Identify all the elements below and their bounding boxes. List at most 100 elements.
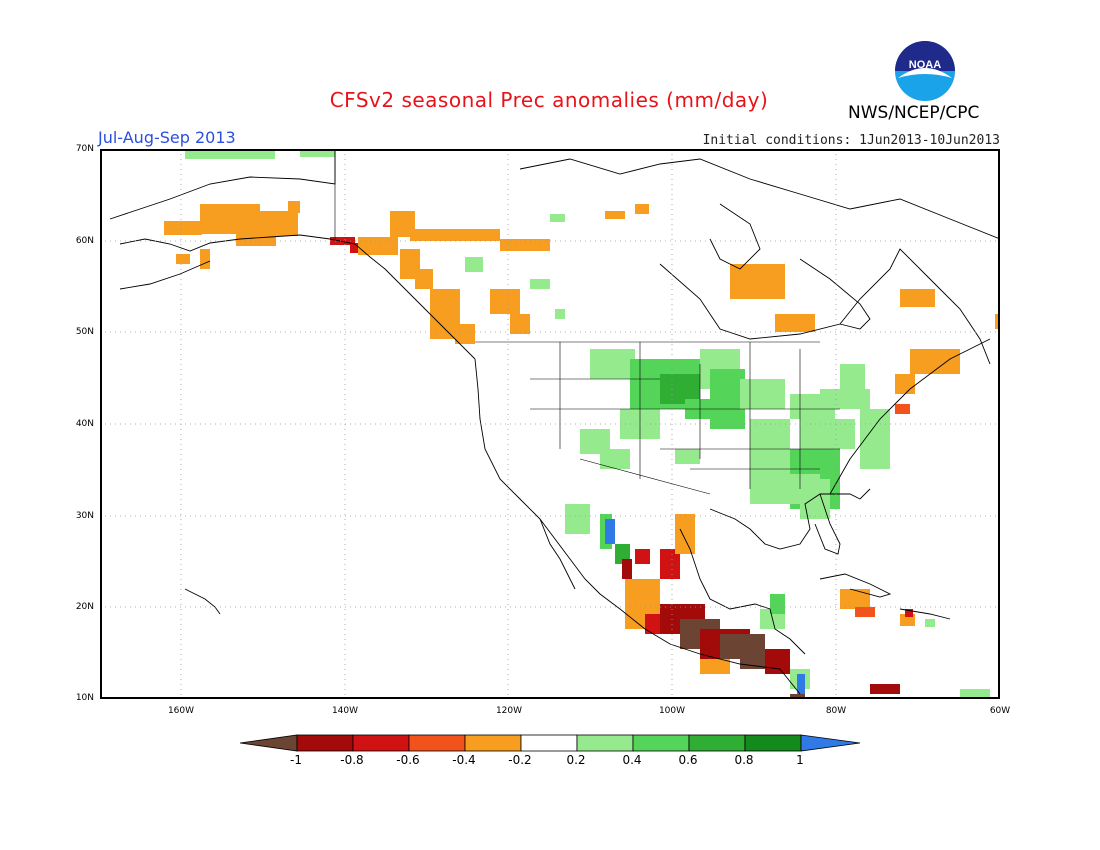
anomaly-cell bbox=[200, 204, 260, 234]
anomaly-cell bbox=[675, 514, 695, 554]
anomaly-cell bbox=[510, 314, 530, 334]
coastline bbox=[519, 158, 1000, 240]
anomaly-cell bbox=[700, 659, 730, 674]
coastline bbox=[539, 518, 801, 695]
anomaly-cell bbox=[710, 369, 745, 429]
coastline bbox=[109, 149, 336, 220]
coastline bbox=[709, 488, 871, 550]
lon-label-160w: 160W bbox=[167, 706, 195, 716]
anomaly-cell bbox=[870, 684, 900, 694]
colorbar-tick: -1 bbox=[290, 753, 302, 767]
anomaly-cell bbox=[660, 549, 680, 579]
anomaly-cell bbox=[840, 364, 865, 389]
anomaly-cell bbox=[455, 324, 475, 344]
anomaly-cell bbox=[555, 309, 565, 319]
anomaly-cell bbox=[895, 404, 910, 414]
anomaly-cell bbox=[600, 449, 630, 469]
lat-label-10n: 10N bbox=[75, 693, 94, 703]
lon-label-120w: 120W bbox=[495, 706, 523, 716]
anomaly-cell bbox=[490, 289, 520, 314]
anomaly-cell bbox=[565, 504, 590, 534]
lon-label-100w: 100W bbox=[658, 706, 686, 716]
lon-label-140w: 140W bbox=[331, 706, 359, 716]
coastline bbox=[474, 358, 541, 520]
anomaly-cell bbox=[176, 254, 190, 264]
colorbar-tick: -0.2 bbox=[508, 753, 532, 767]
anomaly-cell bbox=[820, 389, 870, 409]
coastline bbox=[119, 260, 211, 290]
colorbar-segment bbox=[352, 734, 410, 752]
colorbar-tick: 0.2 bbox=[566, 753, 586, 767]
anomaly-cell bbox=[775, 314, 815, 332]
anomaly-cell bbox=[590, 349, 635, 379]
season-label: Jul-Aug-Sep 2013 bbox=[98, 128, 236, 147]
anomaly-cell bbox=[895, 374, 915, 394]
lon-label-80w: 80W bbox=[825, 706, 847, 716]
colorbar-segment bbox=[744, 734, 802, 752]
initial-conditions-label: Initial conditions: 1Jun2013-10Jun2013 bbox=[702, 133, 1000, 148]
coastline bbox=[819, 573, 892, 598]
anomaly-cell bbox=[185, 149, 275, 159]
anomaly-cell bbox=[840, 589, 870, 609]
coastline bbox=[119, 234, 476, 360]
colorbar-segment bbox=[408, 734, 466, 752]
anomaly-cell bbox=[800, 419, 855, 449]
anomaly-cell bbox=[288, 201, 300, 213]
anomaly-cell bbox=[236, 234, 276, 246]
colorbar-tick: 0.6 bbox=[678, 753, 698, 767]
lat-lon-grid bbox=[100, 149, 1000, 699]
anomaly-cell bbox=[550, 214, 565, 222]
anomaly-cell bbox=[900, 289, 935, 307]
anomaly-cell bbox=[740, 379, 785, 409]
anomaly-cells bbox=[164, 149, 1000, 699]
coastline bbox=[679, 528, 806, 655]
anomaly-cell bbox=[855, 607, 875, 617]
lat-label-70n: 70N bbox=[75, 144, 94, 154]
colorbar-segment bbox=[296, 734, 354, 752]
anomaly-cell bbox=[905, 609, 913, 617]
anomaly-cell bbox=[605, 519, 615, 544]
precip-anomaly-map bbox=[100, 149, 1000, 699]
anomaly-cell bbox=[415, 269, 433, 289]
anomaly-cell bbox=[358, 237, 398, 255]
agency-label: NWS/NCEP/CPC bbox=[848, 103, 980, 123]
coastline bbox=[184, 588, 221, 615]
political-borders bbox=[334, 149, 840, 495]
state-border bbox=[579, 458, 711, 495]
lat-label-30n: 30N bbox=[75, 511, 94, 521]
anomaly-cell bbox=[925, 619, 935, 627]
colorbar-tick: 0.8 bbox=[734, 753, 754, 767]
colorbar-tick: -0.6 bbox=[396, 753, 420, 767]
colorbar-segment bbox=[520, 734, 578, 752]
colorbar-segment bbox=[464, 734, 522, 752]
anomaly-cell bbox=[675, 449, 700, 464]
coastline bbox=[799, 258, 871, 330]
anomaly-cell bbox=[800, 479, 830, 519]
anomaly-cell bbox=[500, 239, 550, 251]
anomaly-cell bbox=[200, 249, 210, 269]
anomaly-cell bbox=[797, 674, 805, 699]
lat-label-20n: 20N bbox=[75, 602, 94, 612]
anomaly-cell bbox=[410, 229, 500, 241]
anomaly-cell bbox=[330, 237, 355, 245]
anomaly-cell bbox=[635, 204, 649, 214]
coastline bbox=[829, 338, 991, 495]
anomaly-cell bbox=[465, 257, 483, 272]
anomaly-cell bbox=[730, 264, 785, 299]
colorbar-segment bbox=[576, 734, 634, 752]
lat-label-60n: 60N bbox=[75, 236, 94, 246]
colorbar-tick: -0.4 bbox=[452, 753, 476, 767]
colorbar-segment bbox=[688, 734, 746, 752]
map-title: CFSv2 seasonal Prec anomalies (mm/day) bbox=[329, 88, 769, 112]
colorbar-tick: -0.8 bbox=[340, 753, 364, 767]
colorbar-underflow bbox=[240, 734, 298, 752]
anomaly-cell bbox=[530, 279, 550, 289]
anomaly-cell bbox=[635, 549, 650, 564]
anomaly-cell bbox=[622, 559, 632, 579]
anomaly-cell bbox=[300, 149, 335, 157]
lat-label-50n: 50N bbox=[75, 327, 94, 337]
lon-label-60w: 60W bbox=[989, 706, 1011, 716]
anomaly-cell bbox=[960, 689, 990, 699]
anomaly-cell bbox=[605, 211, 625, 219]
map-frame bbox=[100, 149, 1000, 699]
